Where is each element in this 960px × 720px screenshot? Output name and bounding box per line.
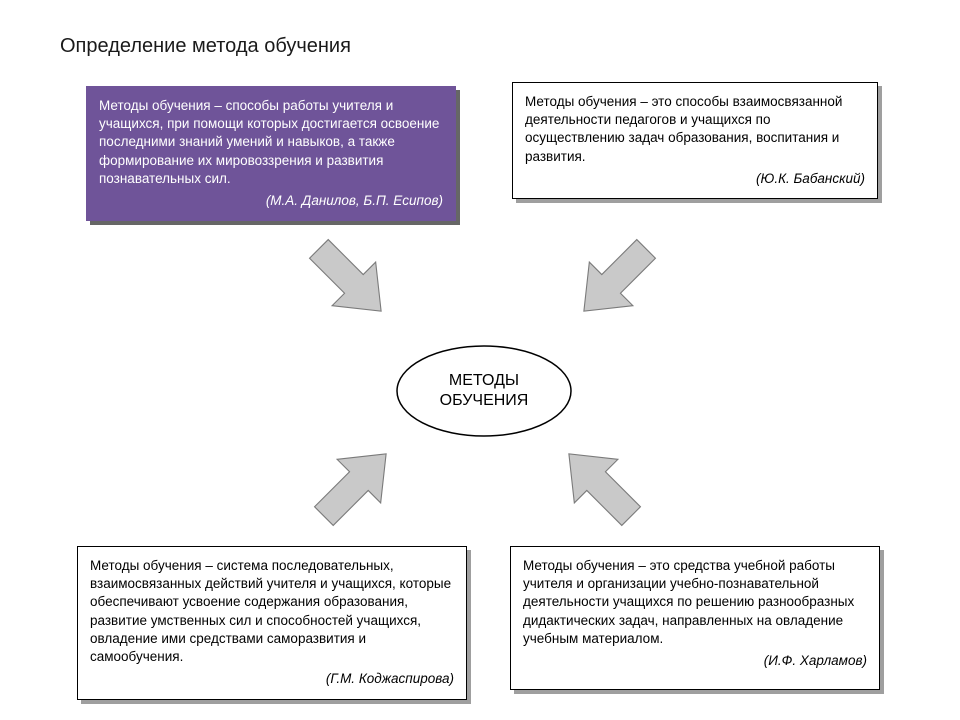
definition-box-bottom-left: Методы обучения – система последовательн…: [77, 546, 467, 700]
arrow-bottom-left: [300, 430, 410, 540]
center-node: МЕТОДЫ ОБУЧЕНИЯ: [396, 345, 572, 437]
definition-box-top-right: Методы обучения – это способы взаимосвяз…: [512, 82, 878, 199]
definition-box-bottom-right: Методы обучения – это средства учебной р…: [510, 546, 880, 690]
definition-text: Методы обучения – способы работы учителя…: [99, 98, 439, 186]
arrow-top-right: [560, 225, 670, 335]
definition-author: (М.А. Данилов, Б.П. Есипов): [99, 192, 443, 210]
definition-box-top-left: Методы обучения – способы работы учителя…: [86, 86, 456, 221]
center-label: МЕТОДЫ ОБУЧЕНИЯ: [440, 371, 529, 411]
definition-text: Методы обучения – это средства учебной р…: [523, 558, 854, 646]
definition-text: Методы обучения – это способы взаимосвяз…: [525, 94, 842, 164]
definition-author: (И.Ф. Харламов): [523, 652, 867, 670]
page-title: Определение метода обучения: [60, 35, 351, 58]
definition-author: (Г.М. Коджаспирова): [90, 670, 454, 688]
definition-author: (Ю.К. Бабанский): [525, 170, 865, 188]
arrow-top-left: [295, 225, 405, 335]
definition-text: Методы обучения – система последовательн…: [90, 558, 451, 664]
arrow-bottom-right: [545, 430, 655, 540]
